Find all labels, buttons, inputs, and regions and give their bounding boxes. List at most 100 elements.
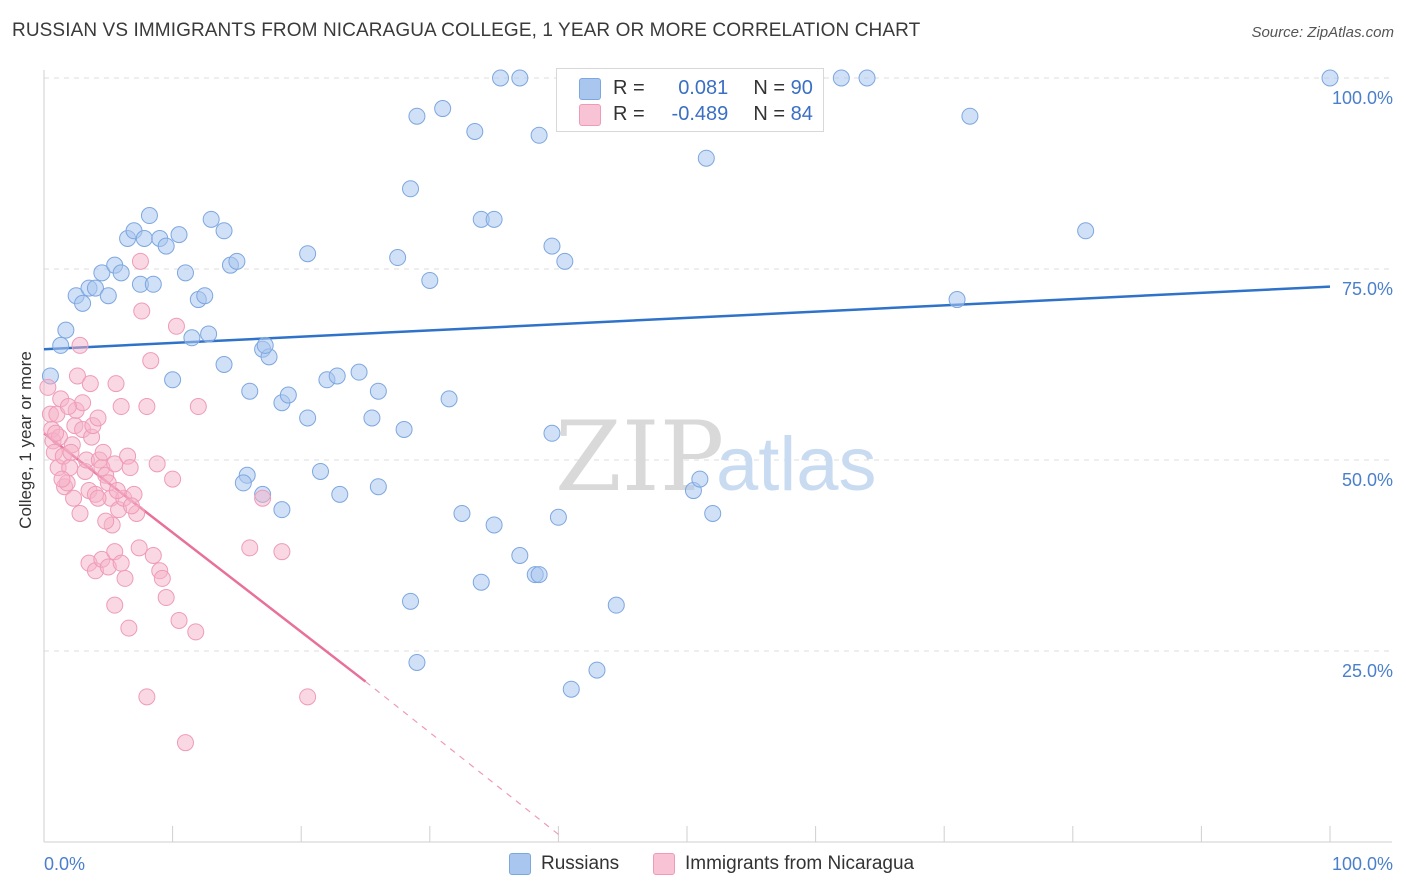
russians-point (832, 69, 850, 87)
nicaragua-point (107, 375, 125, 393)
russians-point (183, 329, 201, 347)
russians-point (511, 69, 529, 87)
russians-point (556, 252, 574, 270)
russians-point (485, 210, 503, 228)
russians-point (961, 107, 979, 125)
russians-legend-label: Russians (541, 853, 620, 874)
legend-n-value-russians: 90 (790, 77, 813, 99)
nicaragua-point (112, 554, 130, 572)
russians-point (543, 237, 561, 255)
legend-r-value-nicaragua: -0.489 (671, 103, 729, 125)
nicaragua-point (108, 482, 126, 500)
legend-r-label: R = (613, 103, 645, 125)
correlation-legend: R = 0.081 N = 90 R = -0.489 N = 84 (556, 68, 824, 132)
nicaragua-point (133, 302, 151, 320)
russians-point (543, 424, 561, 442)
russians-point (395, 420, 413, 438)
russians-points (41, 69, 1339, 698)
nicaragua-point (47, 424, 65, 442)
nicaragua-point (170, 611, 188, 629)
russians-point (472, 573, 490, 591)
nicaragua-point (89, 489, 107, 507)
tick-labels: 25.0% 50.0% 75.0% 100.0% 0.0% 100.0% (44, 88, 1393, 874)
nicaragua-point (138, 398, 156, 416)
nicaragua-point (89, 409, 107, 427)
russians-point (421, 271, 439, 289)
nicaragua-point (299, 688, 317, 706)
nicaragua-point (65, 489, 83, 507)
nicaragua-point (142, 352, 160, 370)
russians-point (402, 592, 420, 610)
nicaragua-trend-extension (365, 681, 559, 835)
russians-point (202, 210, 220, 228)
nicaragua-swatch (579, 104, 601, 126)
russians-point (144, 275, 162, 293)
nicaragua-point (189, 398, 207, 416)
russians-point (112, 264, 130, 282)
trend-lines (43, 285, 1331, 835)
source-credit: Source: ZipAtlas.com (1251, 24, 1394, 41)
russians-point (858, 69, 876, 87)
russians-point (704, 504, 722, 522)
russians-point (328, 367, 346, 385)
nicaragua-point (62, 443, 80, 461)
russians-point (453, 504, 471, 522)
russians-point (196, 287, 214, 305)
nicaragua-point (153, 569, 171, 587)
nicaragua-point (164, 470, 182, 488)
nicaragua-point (53, 470, 71, 488)
nicaragua-point (167, 317, 185, 335)
nicaragua-point (94, 443, 112, 461)
y-tick-label: 75.0% (1342, 279, 1393, 299)
russians-point (1321, 69, 1339, 87)
nicaragua-point (81, 375, 99, 393)
nicaragua-point (130, 539, 148, 557)
russians-point (273, 501, 291, 519)
grid (44, 77, 1392, 652)
y-tick-label: 50.0% (1342, 470, 1393, 490)
russians-point (691, 470, 709, 488)
russians-point (241, 382, 259, 400)
russians-point (215, 222, 233, 240)
russians-point (408, 653, 426, 671)
nicaragua-point (71, 504, 89, 522)
nicaragua-legend-label: Immigrants from Nicaragua (685, 853, 915, 874)
nicaragua-point (71, 336, 89, 354)
russians-legend-swatch (509, 853, 531, 875)
nicaragua-point (122, 497, 140, 515)
russians-point (299, 409, 317, 427)
chart-title: RUSSIAN VS IMMIGRANTS FROM NICARAGUA COL… (12, 20, 921, 41)
russians-point (607, 596, 625, 614)
russians-point (215, 356, 233, 373)
watermark-atlas: atlas (716, 422, 877, 507)
y-tick-label: 100.0% (1332, 88, 1393, 108)
russians-point (311, 462, 329, 480)
russians-point (234, 474, 252, 492)
russians-point (99, 287, 117, 305)
legend-r-label: R = (613, 77, 645, 99)
nicaragua-point (148, 455, 166, 473)
russians-point (164, 371, 182, 389)
nicaragua-point (144, 547, 162, 564)
russians-point (530, 566, 548, 584)
russians-point (52, 336, 70, 354)
nicaragua-point (241, 539, 259, 557)
russians-point (331, 485, 349, 503)
russians-point (408, 107, 426, 125)
x-tick-label-max: 100.0% (1332, 854, 1393, 874)
legend-n-label: N = (753, 103, 786, 125)
russians-point (176, 264, 194, 282)
x-tick-label-min: 0.0% (44, 854, 85, 874)
nicaragua-point (254, 489, 272, 507)
russians-point (140, 207, 158, 225)
russians-trend-line (43, 285, 1331, 351)
russians-swatch (579, 78, 601, 100)
russians-point (157, 237, 175, 255)
nicaragua-point (187, 623, 205, 641)
nicaragua-point (112, 398, 130, 416)
russians-point (279, 386, 297, 404)
nicaragua-point (39, 378, 57, 396)
nicaragua-point (138, 688, 156, 706)
y-axis-label-wrap: College, 1 year or more (6, 290, 46, 590)
